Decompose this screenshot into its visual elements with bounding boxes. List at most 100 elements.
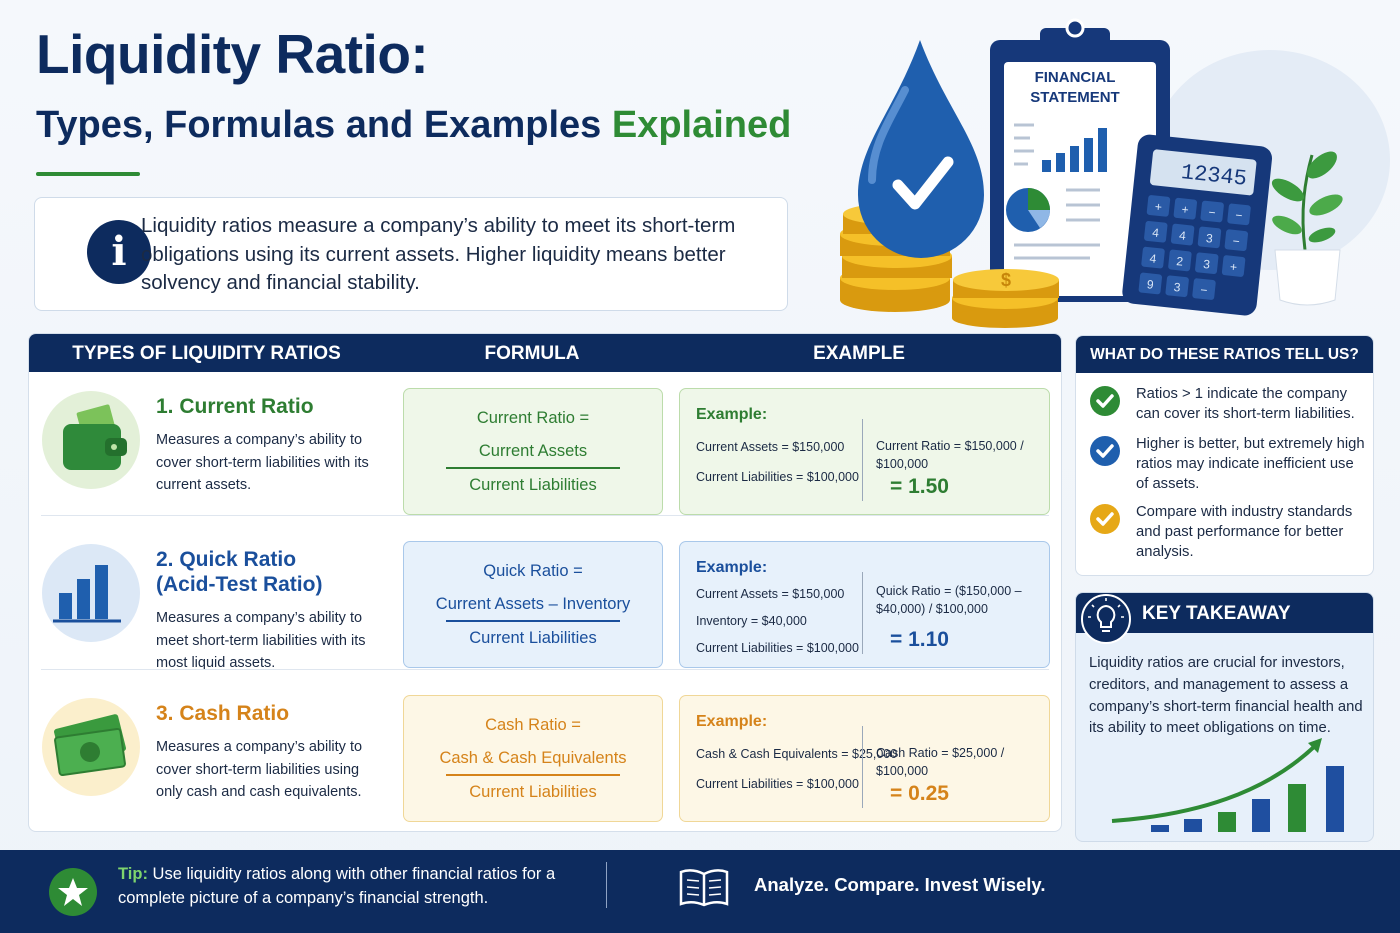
- calculator-key-label: 3: [1173, 280, 1181, 295]
- calculator-key: [1170, 223, 1195, 246]
- intro-box: i Liquidity ratios measure a company’s a…: [34, 197, 788, 311]
- calculator-key-label: +: [1154, 200, 1162, 215]
- calculator: 12345 + + − −4 4 3 −4 2 3 +9 3−: [1122, 134, 1273, 316]
- calculator-key: [1141, 246, 1165, 269]
- example-result: = 0.25: [890, 782, 949, 805]
- column-header: FORMULA: [484, 343, 580, 364]
- table-header: TYPES OF LIQUIDITY RATIOS FORMULA EXAMPL…: [29, 334, 1061, 372]
- info-icon: i: [87, 220, 151, 284]
- calculator-key-label: −: [1200, 283, 1208, 298]
- row-icon: [41, 390, 141, 490]
- ratio-name: 2. Quick Ratio: [156, 548, 297, 571]
- calculator-key-label: 4: [1149, 251, 1157, 266]
- column-header: TYPES OF LIQUIDITY RATIOS: [72, 343, 341, 364]
- droplet: [858, 40, 984, 258]
- star-icon: [49, 868, 97, 916]
- check-icon: [1090, 386, 1120, 416]
- coin-symbol: $: [1001, 270, 1011, 290]
- insights-title: WHAT DO THESE RATIOS TELL US?: [1076, 336, 1373, 373]
- example-calculation: Quick Ratio = ($150,000 – $40,000) / $10…: [876, 584, 1022, 616]
- tip: Tip: Use liquidity ratios along with oth…: [118, 862, 558, 910]
- calculator-key-label: 9: [1146, 277, 1154, 292]
- formula-numerator: Current Assets: [478, 442, 588, 460]
- calculator-key-label: 2: [1176, 254, 1184, 269]
- calculator-key: [1144, 220, 1168, 243]
- book-icon: [679, 869, 729, 907]
- example-input: Current Liabilities = $100,000: [696, 470, 859, 484]
- example-result: = 1.10: [890, 628, 949, 651]
- statement-title: FINANCIAL: [1035, 69, 1116, 86]
- icon-graphic: [42, 544, 140, 642]
- footer: Tip: Use liquidity ratios along with oth…: [0, 850, 1400, 933]
- statement-title: STATEMENT: [1030, 89, 1119, 106]
- ratio-description: Measures a company’s ability to cover sh…: [156, 432, 369, 493]
- intro-text: Liquidity ratios measure a company’s abi…: [141, 214, 736, 294]
- example-input: Current Liabilities = $100,000: [696, 641, 859, 655]
- subtitle-highlight: Explained: [611, 104, 792, 146]
- formula-rule: [446, 620, 620, 622]
- formula-numerator: Cash & Cash Equivalents: [439, 749, 627, 767]
- example-divider: [862, 726, 863, 808]
- example-divider: [862, 572, 863, 654]
- subtitle: Types, Formulas and Examples Explained: [36, 104, 791, 147]
- example-input: Current Liabilities = $100,000: [696, 777, 859, 791]
- example-calculation: Current Ratio = $150,000 / $100,000: [876, 439, 1024, 471]
- formula-label: Cash Ratio =: [485, 716, 581, 734]
- icon-graphic: [42, 391, 140, 489]
- example-calculation: Cash Ratio = $25,000 / $100,000: [876, 746, 1005, 778]
- formula-box: Current Ratio = Current Assets Current Lia…: [403, 388, 663, 515]
- row-separator: [41, 669, 1049, 670]
- row-separator: [41, 515, 1049, 516]
- formula-label: Current Ratio =: [476, 409, 590, 427]
- calculator-key-label: +: [1229, 260, 1237, 275]
- ratio-description: Measures a company’s ability to cover sh…: [156, 739, 363, 800]
- tip-label: Tip:: [118, 865, 148, 883]
- calculator-key: [1200, 200, 1224, 223]
- calculator-key: [1197, 226, 1222, 249]
- calculator-key-label: −: [1232, 234, 1240, 249]
- check-graphic: [1090, 386, 1120, 416]
- ratio-name: (Acid-Test Ratio): [156, 573, 323, 596]
- example-box: Example: Cash & Cash Equivalents = $25,00…: [679, 695, 1050, 822]
- column-header: EXAMPLE: [813, 343, 905, 364]
- slogan: Analyze. Compare. Invest Wisely.: [754, 874, 1046, 895]
- ratios-table: TYPES OF LIQUIDITY RATIOS FORMULA EXAMPL…: [28, 333, 1062, 832]
- calculator-key-label: 3: [1205, 231, 1213, 246]
- coin-stack: $: [952, 269, 1059, 328]
- title: Liquidity Ratio:: [36, 23, 429, 85]
- example-heading: Example:: [696, 559, 768, 576]
- calculator-key: [1192, 278, 1216, 300]
- calculator-key: [1173, 197, 1198, 220]
- takeaway-graphic: [1081, 594, 1344, 832]
- example-input: Inventory = $40,000: [696, 614, 807, 628]
- illustration: FINANCIAL STATEMENT 12345 + + − −4 4 3 −4 2 3 +9 3…: [840, 18, 1390, 328]
- calculator-key-label: 3: [1203, 257, 1211, 272]
- example-heading: Example:: [696, 713, 768, 730]
- ratio-name: 1. Current Ratio: [156, 395, 314, 418]
- calculator-keys: + + − − 4 4 3 − 4 2 3 +9 3 −: [1138, 195, 1251, 300]
- formula-rule: [446, 774, 620, 776]
- example-divider: [862, 419, 863, 501]
- title-rule: [36, 172, 140, 176]
- formula-denominator: Current Liabilities: [469, 783, 597, 801]
- example-box: Example: Current Assets = $150,000 Invento…: [679, 541, 1050, 668]
- example-input: Current Assets = $150,000: [696, 440, 845, 454]
- icon-graphic: [42, 698, 140, 796]
- example-result: = 1.50: [890, 475, 949, 498]
- calculator-key-label: +: [1181, 202, 1189, 217]
- calculator-key: [1224, 229, 1248, 252]
- formula-box: Quick Ratio = Current Assets – Inventory C…: [403, 541, 663, 668]
- subtitle-text: Types, Formulas and Examples: [36, 104, 602, 146]
- plant: [1271, 151, 1343, 306]
- takeaway-box: KEY TAKEAWAY Liquidity ratios are crucia…: [1075, 592, 1374, 842]
- calculator-key: [1168, 249, 1192, 272]
- row-icon: [41, 543, 141, 643]
- insight-point: Higher is better, but extremely high rat…: [1136, 436, 1365, 492]
- example-box: Example: Current Assets = $150,000 Current…: [679, 388, 1050, 515]
- check-icon: [1090, 504, 1120, 534]
- calculator-key-label: 4: [1178, 228, 1186, 243]
- calculator-key: [1227, 203, 1251, 226]
- check-icon: [1090, 436, 1120, 466]
- row-icon: [41, 697, 141, 797]
